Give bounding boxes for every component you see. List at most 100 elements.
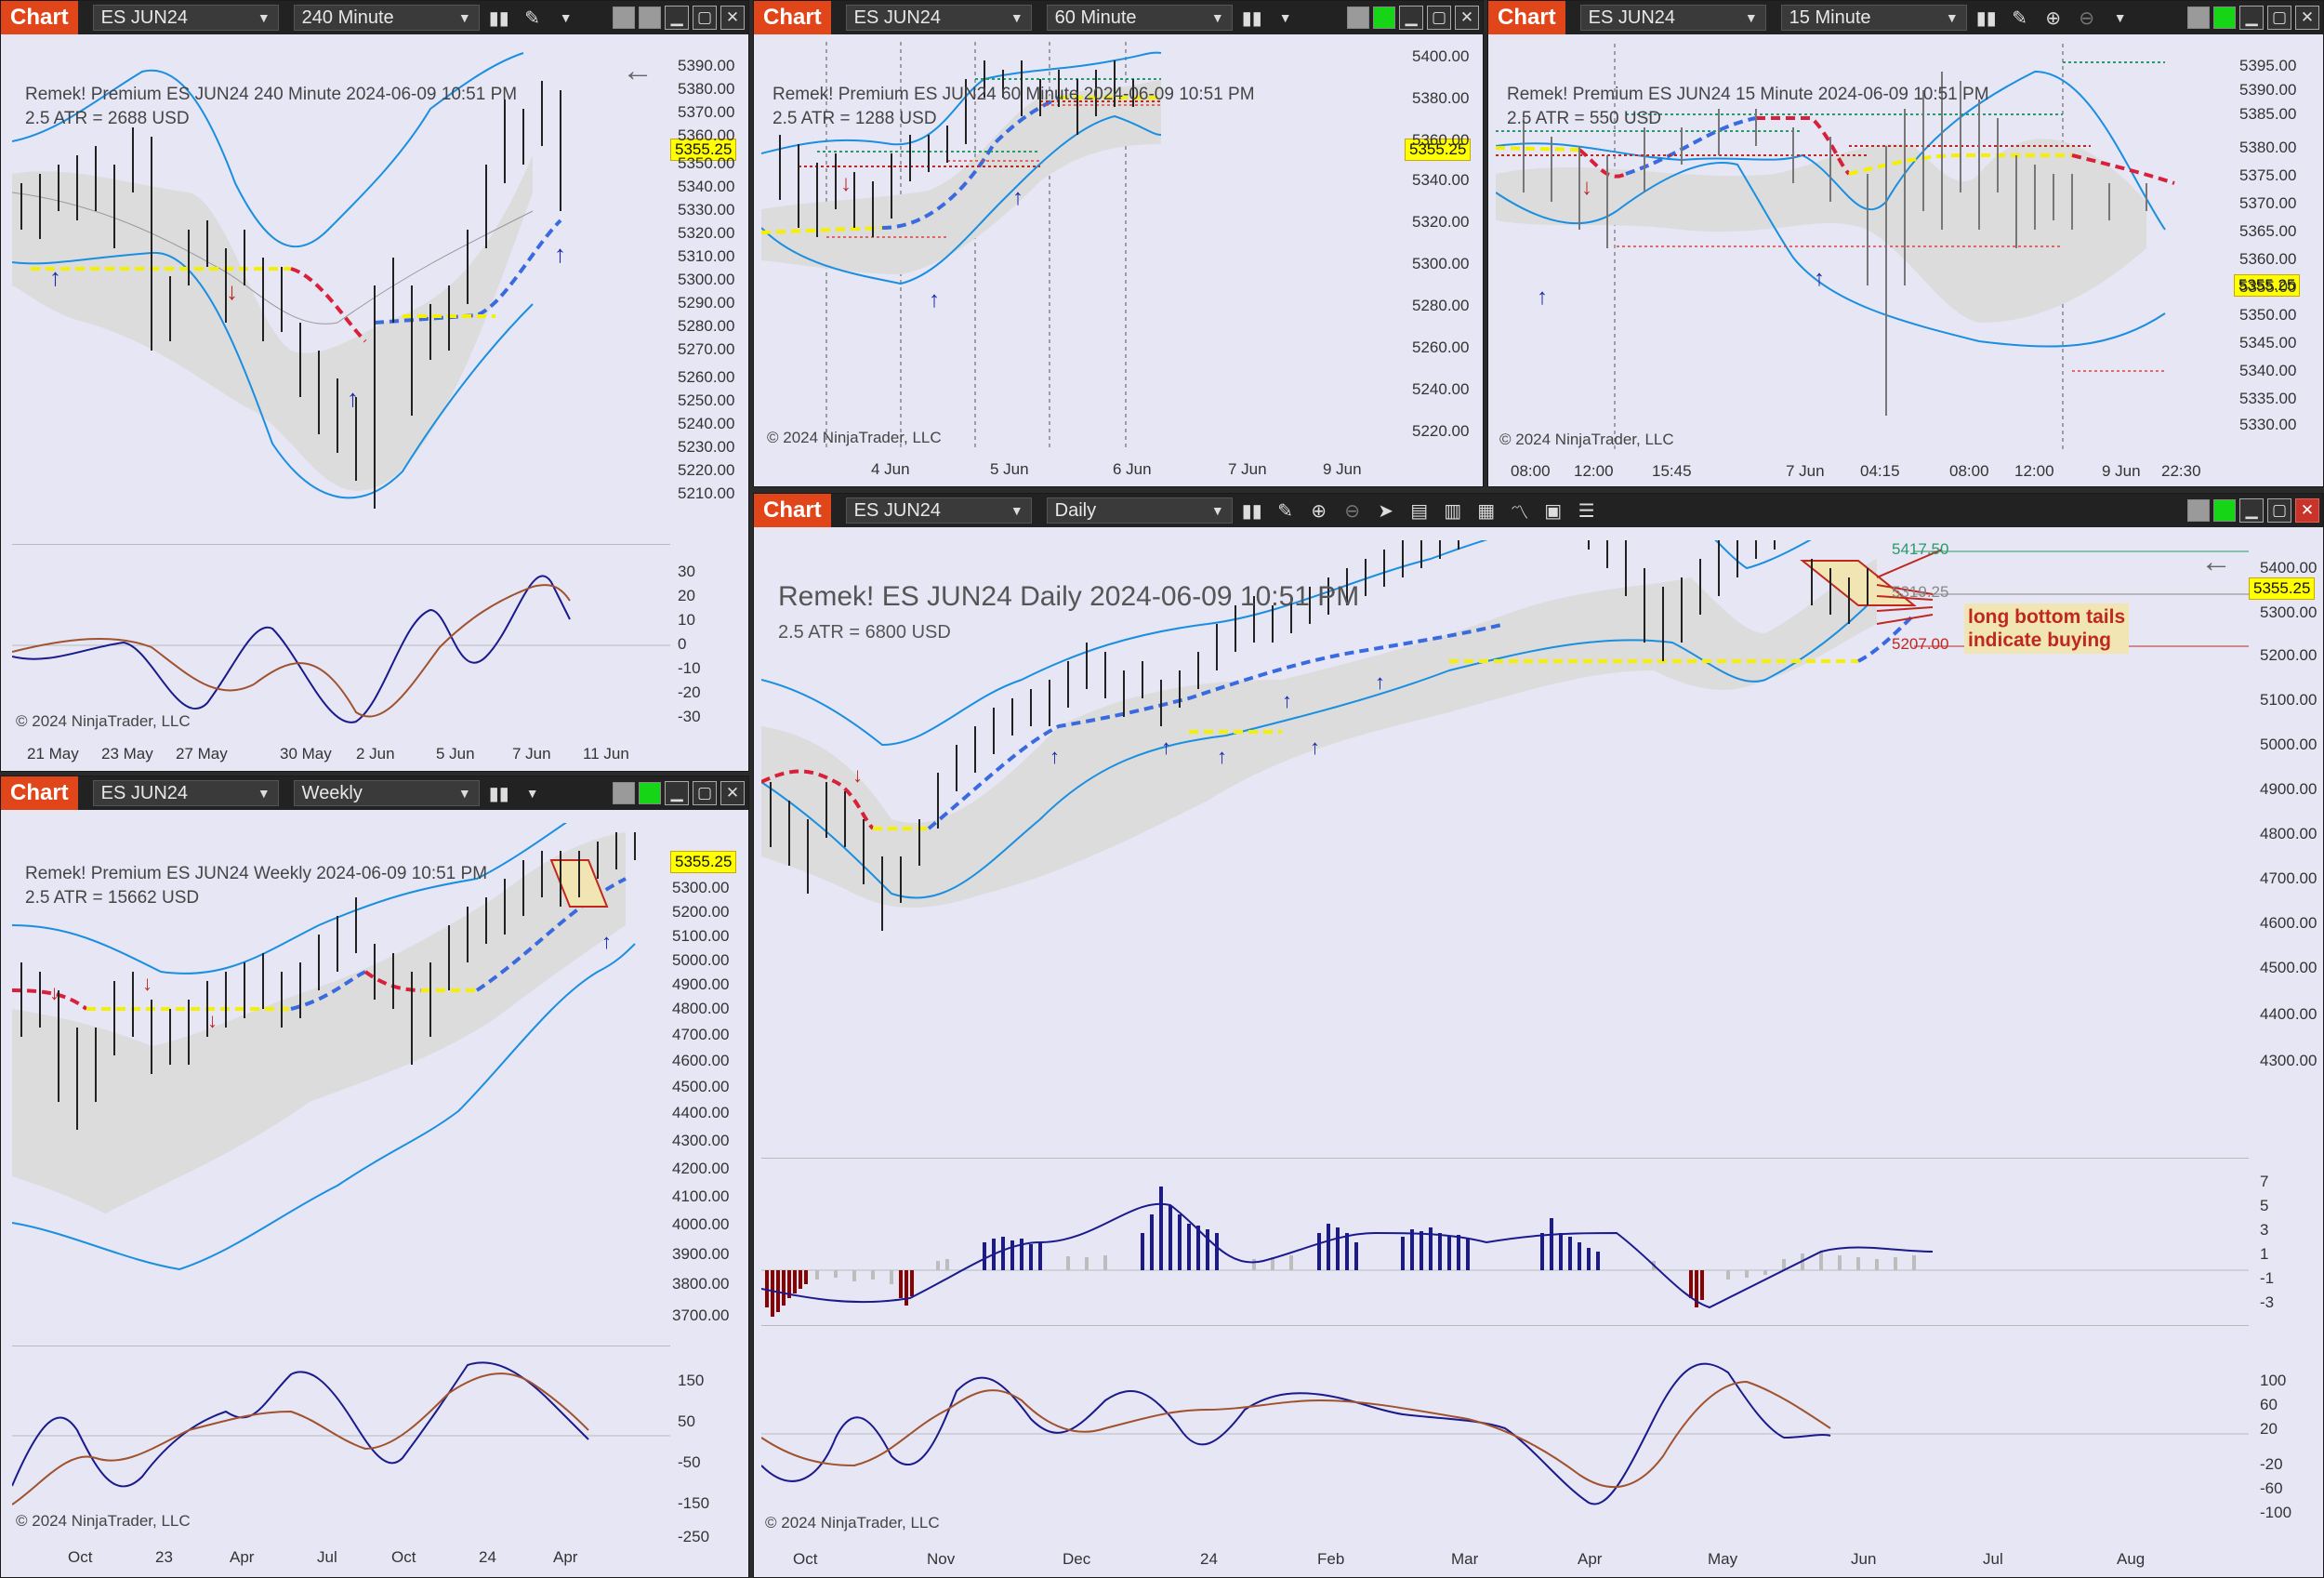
instrument-selector[interactable]: ES JUN24 ▼ [845, 5, 1032, 31]
price-panel[interactable]: ↓ ↓ ↓ ↑ Remek! Premium ES JUN24 Weekly 2… [12, 823, 670, 1342]
minimize-button[interactable]: ▁ [1399, 6, 1423, 30]
x-tick: Mar [1451, 1550, 1479, 1568]
chart-menu-button[interactable]: Chart [1, 776, 78, 810]
instrument-selector[interactable]: ES JUN24 ▼ [92, 780, 279, 806]
maximize-button[interactable]: ▢ [693, 781, 717, 805]
close-button[interactable]: ✕ [1455, 6, 1479, 30]
link-color-button[interactable] [2187, 7, 2210, 29]
titlebar: Chart ES JUN24 ▼ 240 Minute ▼ ▮▮ ✎ ▼ ▁ ▢ ✕ [1, 1, 748, 34]
strategies-icon[interactable]: 〽 [1510, 502, 1529, 524]
y-tick: -150 [678, 1494, 710, 1512]
data-box-icon[interactable]: ▤ [1410, 500, 1429, 522]
link-color-button[interactable] [1347, 7, 1369, 29]
drawing-tool-icon[interactable]: ✎ [524, 7, 541, 29]
back-arrow-icon[interactable]: ← [2200, 544, 2232, 579]
zoom-in-icon[interactable]: ⊕ [2045, 7, 2062, 29]
zoom-out-icon[interactable]: ⊖ [2079, 7, 2095, 29]
y-tick: 5320.00 [1412, 213, 1470, 231]
x-tick: 22:30 [2161, 462, 2201, 480]
instrument-selector[interactable]: ES JUN24 ▼ [92, 5, 279, 31]
minimize-button[interactable]: ▁ [2239, 498, 2264, 523]
interval-selector[interactable]: Daily ▼ [1046, 497, 1233, 524]
list-icon[interactable]: ☰ [1578, 500, 1595, 522]
interval-selector[interactable]: 15 Minute ▼ [1780, 5, 1967, 31]
price-panel[interactable]: ↓ ↑ ↑ ↑ Remek! Premium ES JUN24 240 Minu… [12, 44, 670, 540]
interval-value: Weekly [301, 782, 363, 803]
chart-menu-button[interactable]: Chart [754, 1, 831, 34]
maximize-button[interactable]: ▢ [693, 6, 717, 30]
minimize-button[interactable]: ▁ [665, 781, 689, 805]
link-color-button[interactable] [2213, 499, 2236, 522]
chart-window-daily[interactable]: Chart ES JUN24 ▼ Daily ▼ ▮▮ ✎ ⊕ ⊖ ➤ ▤ ▥ ▦ … [753, 493, 2324, 1578]
chart-menu-button[interactable]: Chart [754, 494, 831, 527]
interval-selector[interactable]: 60 Minute ▼ [1046, 5, 1233, 31]
lower-band-line [761, 114, 1162, 285]
oscillator-panel[interactable]: © 2024 NinjaTrader, LLC [12, 1346, 670, 1537]
chevron-down-icon: ▼ [257, 10, 271, 25]
pointer-icon[interactable]: ➤ [1378, 500, 1394, 522]
candles [20, 81, 561, 509]
link-color-button[interactable] [613, 782, 635, 804]
drawing-tool-icon[interactable]: ✎ [2012, 7, 2028, 29]
buy-arrow-icon: ↑ [601, 930, 612, 953]
minimize-button[interactable]: ▁ [665, 6, 689, 30]
chart-window-15min[interactable]: Chart ES JUN24 ▼ 15 Minute ▼ ▮▮ ✎ ⊕ ⊖ ▼ ▁ … [1487, 0, 2324, 487]
maximize-button[interactable]: ▢ [2267, 498, 2291, 523]
close-button[interactable]: ✕ [720, 781, 745, 805]
chevron-down-icon: ▼ [1210, 10, 1224, 25]
properties-icon[interactable]: ▣ [1544, 500, 1563, 522]
x-tick: 08:00 [1949, 462, 1989, 480]
price-panel[interactable]: ↓ ↑ ↑ Remek! Premium ES JUN24 60 Minute … [761, 42, 1401, 451]
y-tick: -30 [678, 708, 701, 725]
chart-window-240min[interactable]: Chart ES JUN24 ▼ 240 Minute ▼ ▮▮ ✎ ▼ ▁ ▢ ✕ [0, 0, 749, 772]
close-button[interactable]: ✕ [2295, 498, 2319, 523]
zoom-out-icon[interactable]: ⊖ [1344, 500, 1361, 522]
bar-style-icon[interactable]: ▮▮ [1241, 500, 1262, 522]
instrument-selector[interactable]: ES JUN24 ▼ [1579, 5, 1766, 31]
back-arrow-icon[interactable]: ← [622, 53, 654, 88]
maximize-button[interactable]: ▢ [1427, 6, 1451, 30]
link-color-button[interactable] [613, 7, 635, 29]
x-tick: 7 Jun [1228, 460, 1267, 478]
dropdown-arrow-icon[interactable]: ▼ [525, 786, 539, 801]
y-tick: 5280.00 [678, 317, 735, 335]
copyright: © 2024 NinjaTrader, LLC [16, 1512, 191, 1530]
instrument-selector[interactable]: ES JUN24 ▼ [845, 497, 1032, 524]
close-button[interactable]: ✕ [2295, 6, 2319, 30]
price-panel[interactable]: ↓ ↑ ↑ ↑ ↑ ↑ ↑ Remek! ES JUN24 Daily 2024… [761, 540, 2249, 1154]
minimize-button[interactable]: ▁ [2239, 6, 2264, 30]
link-color-button[interactable] [639, 7, 661, 29]
oscillator-panel[interactable]: © 2024 NinjaTrader, LLC [761, 1325, 2249, 1539]
price-panel[interactable]: ↓ ↑ ↑ Remek! Premium ES JUN24 15 Minute … [1496, 44, 2232, 453]
chevron-down-icon: ▼ [1010, 10, 1023, 25]
link-color-button[interactable] [2213, 7, 2236, 29]
chart-title: Remek! ES JUN24 Daily 2024-06-09 10:51 P… [778, 581, 1360, 612]
chart-window-weekly[interactable]: Chart ES JUN24 ▼ Weekly ▼ ▮▮ ▼ ▁ ▢ ✕ [0, 776, 749, 1578]
dropdown-arrow-icon[interactable]: ▼ [1278, 10, 1292, 25]
oscillator-panel[interactable]: © 2024 NinjaTrader, LLC [12, 544, 670, 736]
zoom-in-icon[interactable]: ⊕ [1311, 500, 1327, 522]
bar-style-icon[interactable]: ▮▮ [488, 783, 509, 804]
x-tick: Apr [230, 1548, 255, 1566]
maximize-button[interactable]: ▢ [2267, 6, 2291, 30]
interval-selector[interactable]: 240 Minute ▼ [293, 5, 480, 31]
drawing-tool-icon[interactable]: ✎ [1277, 500, 1294, 522]
close-button[interactable]: ✕ [720, 6, 745, 30]
chart-menu-button[interactable]: Chart [1, 1, 78, 34]
link-color-button[interactable] [1373, 7, 1395, 29]
bar-style-icon[interactable]: ▮▮ [1241, 7, 1262, 29]
dropdown-arrow-icon[interactable]: ▼ [559, 10, 573, 25]
histogram-panel[interactable] [761, 1158, 2249, 1321]
chart-menu-button[interactable]: Chart [1488, 1, 1565, 34]
indicators-icon[interactable]: ▦ [1477, 500, 1496, 522]
dropdown-arrow-icon[interactable]: ▼ [2113, 10, 2127, 25]
chart-window-60min[interactable]: Chart ES JUN24 ▼ 60 Minute ▼ ▮▮ ▼ ▁ ▢ ✕ [753, 0, 1484, 487]
templates-icon[interactable]: ▥ [1444, 500, 1462, 522]
bar-style-icon[interactable]: ▮▮ [1975, 7, 1997, 29]
sell-arrow-icon: ↓ [49, 981, 59, 1004]
interval-selector[interactable]: Weekly ▼ [293, 780, 480, 806]
link-color-button[interactable] [2187, 499, 2210, 522]
bar-style-icon[interactable]: ▮▮ [488, 7, 509, 29]
link-color-button[interactable] [639, 782, 661, 804]
y-tick: 3800.00 [672, 1275, 730, 1293]
